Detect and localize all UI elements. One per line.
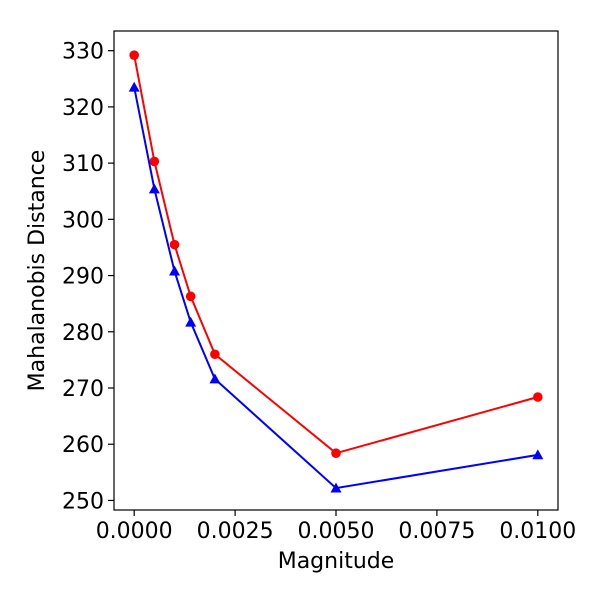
y-tick-label: 290 (62, 265, 104, 290)
y-tick-label: 260 (62, 433, 104, 458)
y-tick-label: 330 (62, 40, 104, 65)
plot-area (128, 50, 544, 493)
x-tick-label: 0.0100 (499, 519, 576, 544)
series-red-point (210, 349, 220, 360)
x-tick-label: 0.0000 (96, 519, 173, 544)
series-blue-point (209, 373, 221, 384)
series-blue-point (330, 482, 342, 493)
y-tick-label: 250 (62, 489, 104, 514)
x-tick-label: 0.0025 (197, 519, 274, 544)
x-axis-label: Magnitude (278, 549, 395, 574)
series-red-point (169, 239, 180, 250)
series-red-point (331, 448, 341, 459)
y-tick-label: 270 (62, 377, 104, 402)
y-tick-label: 320 (62, 96, 104, 121)
y-tick-label: 300 (62, 208, 104, 233)
x-axis-ticks: 0.0000 0.0025 0.0050 0.0075 0.0100 (96, 510, 576, 544)
series-blue-point (532, 449, 544, 460)
y-axis-label: Mahalanobis Distance (25, 150, 50, 392)
series-blue (128, 81, 544, 493)
series-blue-point (169, 265, 181, 276)
y-tick-label: 310 (62, 152, 104, 177)
x-tick-label: 0.0075 (398, 519, 475, 544)
series-red-point (149, 156, 160, 167)
series-red-point (533, 392, 543, 402)
series-blue-point (128, 81, 140, 92)
series-blue-point (148, 183, 160, 194)
x-tick-label: 0.0050 (298, 519, 375, 544)
y-axis-ticks: 250 260 270 280 290 300 310 320 330 (62, 40, 114, 514)
y-tick-label: 280 (62, 321, 104, 346)
series-red-point (185, 291, 196, 302)
series-red (129, 50, 543, 459)
series-blue-point (185, 316, 197, 327)
series-red-point (129, 50, 139, 60)
